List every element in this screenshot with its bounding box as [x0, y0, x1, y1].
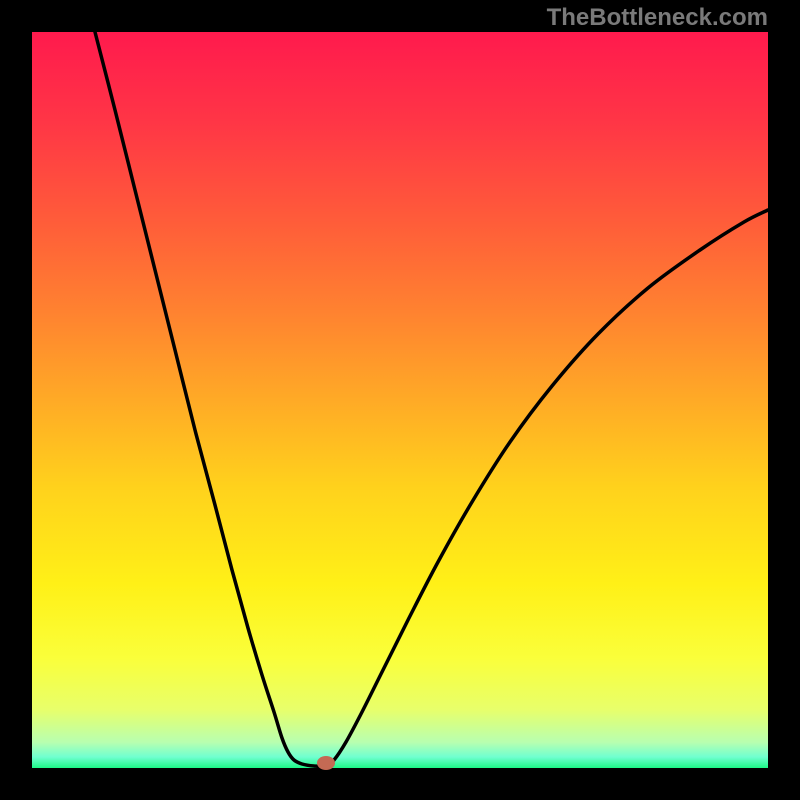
curve-path: [95, 32, 768, 767]
watermark-text: TheBottleneck.com: [547, 4, 768, 32]
chart-container: TheBottleneck.com: [0, 0, 800, 800]
bottleneck-curve: [0, 0, 800, 800]
bottleneck-marker: [317, 756, 335, 770]
